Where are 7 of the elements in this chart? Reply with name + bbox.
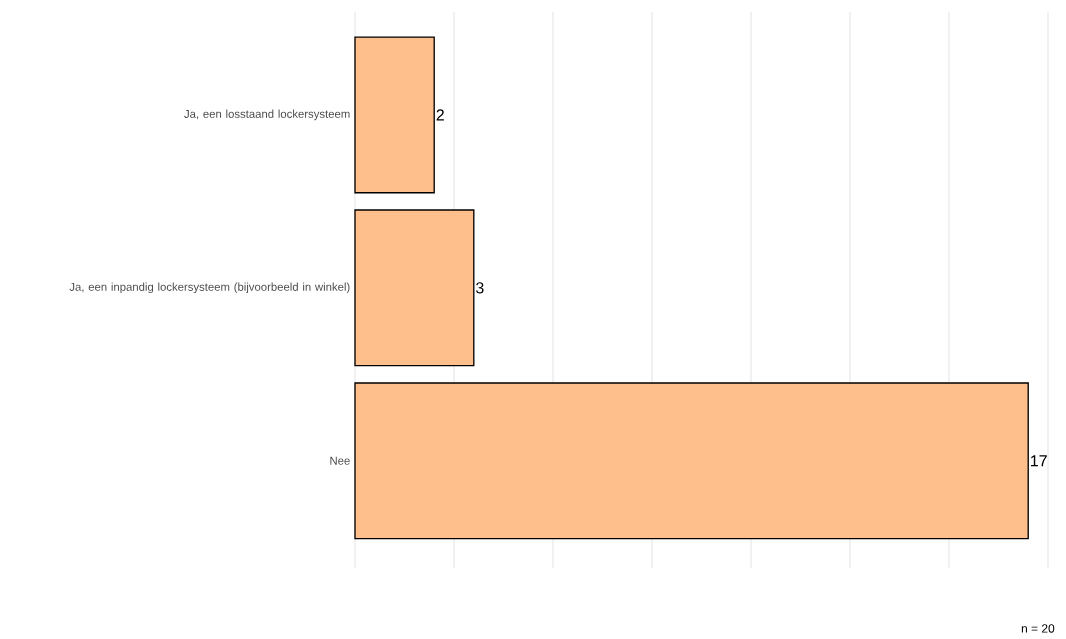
data-label: 17 [1031, 455, 1047, 467]
text: n = 20 [1021, 624, 1055, 633]
y-tick-label: Ja, een losstaand lockersysteem [184, 109, 350, 121]
y-tick-label: Ja, een inpandig lockersysteem (bijvoorbeeld in winkel) [69, 282, 350, 294]
y-tick-label: Nee [330, 456, 350, 465]
data-label: 3 [476, 282, 484, 294]
data-label: 2 [436, 109, 444, 121]
